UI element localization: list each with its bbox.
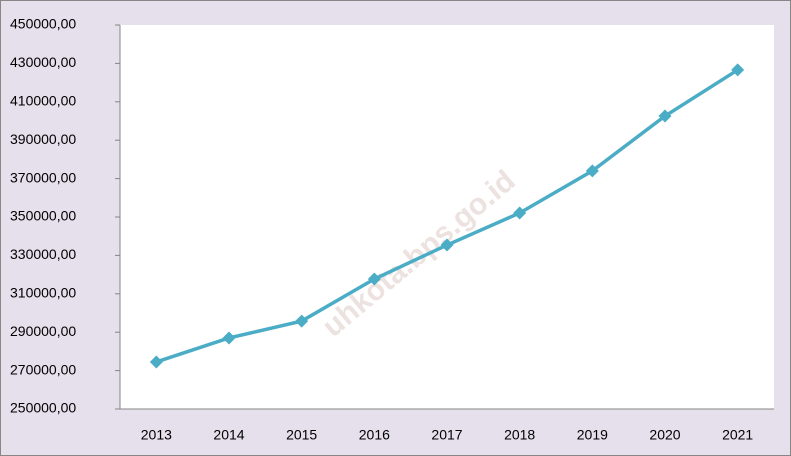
x-tick-label: 2019 [577, 427, 608, 443]
y-tick-label: 370000,00 [10, 169, 76, 185]
y-tick-label: 410000,00 [10, 93, 76, 109]
marker [222, 331, 236, 345]
y-tick-label: 430000,00 [10, 54, 76, 70]
y-tick-label: 450000,00 [10, 16, 76, 32]
marker [585, 164, 599, 178]
x-tick-label: 2016 [359, 427, 390, 443]
y-tick-label: 310000,00 [10, 285, 76, 301]
marker [440, 238, 454, 252]
marker [658, 109, 672, 123]
x-tick-label: 2021 [722, 427, 753, 443]
y-tick-label: 350000,00 [10, 208, 76, 224]
marker [731, 63, 745, 77]
y-tick-label: 270000,00 [10, 361, 76, 377]
x-tick-label: 2017 [431, 427, 462, 443]
x-tick-label: 2013 [141, 427, 172, 443]
y-tick-label: 330000,00 [10, 246, 76, 262]
marker [367, 272, 381, 286]
y-tick-label: 250000,00 [10, 400, 76, 416]
plot-area [120, 25, 774, 409]
x-tick-label: 2014 [213, 427, 244, 443]
y-tick-label: 290000,00 [10, 323, 76, 339]
x-tick-label: 2020 [649, 427, 680, 443]
x-tick-label: 2018 [504, 427, 535, 443]
marker [149, 355, 163, 369]
y-tick-label: 390000,00 [10, 131, 76, 147]
marker [295, 314, 309, 328]
x-tick-label: 2015 [286, 427, 317, 443]
marker [513, 206, 527, 220]
